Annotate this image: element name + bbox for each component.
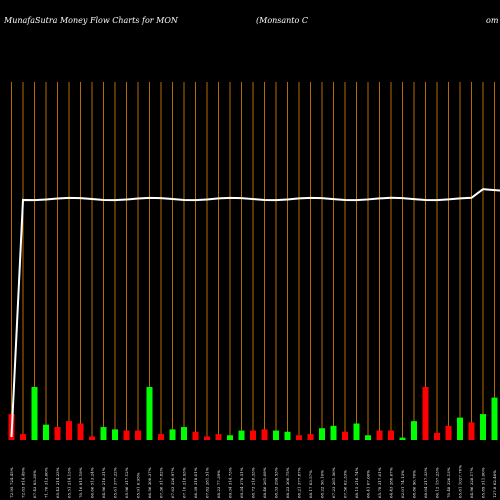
- x-tick-label: 65.51 214.13%: [67, 467, 72, 498]
- x-tick-label: 65.91 6.95%: [136, 472, 141, 498]
- x-tick-label: 65.43 214.23%: [55, 467, 60, 498]
- x-tick-label: 69.34 378.51%: [239, 467, 244, 498]
- x-tick-label: 72.83 814.49%: [21, 467, 26, 498]
- bar: [43, 424, 49, 440]
- bar: [112, 429, 118, 440]
- x-tick-label: 66.41 67.66%: [366, 470, 371, 498]
- x-tick-label: 66.39 318.01%: [193, 467, 198, 498]
- bar: [158, 434, 164, 440]
- bar: [445, 425, 452, 440]
- x-tick-label: 70.48 326.13%: [446, 467, 451, 498]
- bar: [238, 430, 245, 440]
- bar: [468, 422, 475, 440]
- bar: [31, 387, 38, 440]
- x-tick-label: 64.96 328.17%: [469, 467, 474, 498]
- bar: [457, 417, 463, 440]
- bar: [434, 432, 440, 440]
- bar: [388, 430, 394, 440]
- x-tick-label: 67.10 218.93%: [182, 467, 187, 498]
- x-tick-label: 66.56 300.37%: [147, 467, 152, 498]
- bar: [66, 421, 72, 440]
- x-tick-label: 68.15 216.74%: [354, 467, 359, 498]
- bar: [491, 397, 498, 440]
- x-tick-label: 68.17 63.57%: [308, 470, 313, 498]
- bar: [376, 430, 383, 440]
- bar: [480, 414, 486, 440]
- money-flow-line-group: [10, 188, 500, 438]
- x-tick-label: 68.33 299.53%: [274, 467, 279, 498]
- bar: [284, 431, 291, 440]
- bar: [181, 427, 187, 440]
- x-tick-label: 66.66 513.24%: [90, 467, 95, 498]
- bar: [319, 428, 325, 440]
- bar: [399, 437, 406, 440]
- bar: [342, 431, 348, 440]
- bar: [77, 423, 84, 440]
- bar: [250, 430, 256, 440]
- x-tick-label: 67.82 281.51%: [205, 467, 210, 498]
- x-tick-label: 68.86 96.70%: [412, 470, 417, 498]
- bar: [227, 435, 233, 440]
- x-tick-label: 71.76 313.60%: [44, 467, 49, 498]
- x-tick-label: 70.16 815.19%: [78, 467, 83, 498]
- x-axis-labels: 72.95 724.45% 72.83 814.49% 67.43 83.30% 71…: [9, 465, 497, 498]
- bar: [204, 436, 210, 440]
- bar: [169, 429, 176, 440]
- x-tick-label: 69.34 314.73%: [228, 467, 233, 498]
- x-tick-label: 68.22 56.16%: [320, 470, 325, 498]
- x-tick-label: 65.96 317.12%: [124, 467, 129, 498]
- x-tick-label: 127.8 62.46%: [492, 470, 497, 498]
- bar: [135, 430, 141, 440]
- x-tick-label: 65.89 311.00%: [481, 467, 486, 498]
- bar: [192, 431, 199, 440]
- x-tick-label: 68.23 300.75%: [285, 467, 290, 498]
- bar: [20, 434, 26, 440]
- x-tick-label: 62.01 74.13%: [400, 470, 405, 498]
- bar: [353, 423, 360, 440]
- x-tick-label: 64.43 280.67%: [389, 467, 394, 498]
- bar: [215, 434, 222, 440]
- bar: [296, 435, 302, 440]
- bar: [307, 434, 314, 440]
- bar: [123, 430, 130, 440]
- bar: [365, 435, 371, 440]
- x-tick-label: 67.43 83.30%: [32, 470, 37, 498]
- chart-title: MunafaSutra Money Flow Charts for MON: [3, 16, 179, 25]
- x-tick-label: 67.63 326.97%: [170, 467, 175, 498]
- x-tick-label: 68.73 218.33%: [251, 467, 256, 498]
- bar: [89, 436, 95, 440]
- x-tick-label: 67.36 317.82%: [159, 467, 164, 498]
- bar: [146, 387, 153, 440]
- x-tick-label: 67.56 62.33%: [343, 470, 348, 498]
- bar: [100, 427, 107, 440]
- x-tick-label: 68.21 377.87%: [297, 467, 302, 498]
- bars: [8, 387, 498, 440]
- bar: [411, 421, 417, 440]
- x-tick-label: 68.23 77.39%: [216, 470, 221, 498]
- x-tick-label: 65.81 1027.70%: [458, 465, 463, 498]
- bar: [54, 427, 61, 440]
- bar: [273, 430, 279, 440]
- x-tick-label: 68.46 261.09%: [262, 467, 267, 498]
- company-name-overflow: om: [486, 16, 499, 25]
- x-tick-label: 72.95 724.45%: [9, 467, 14, 498]
- money-flow-line: [10, 188, 500, 438]
- bar: [330, 425, 337, 440]
- x-tick-label: 66.12 157.23%: [435, 467, 440, 498]
- bar: [422, 387, 429, 440]
- bar: [261, 429, 268, 440]
- x-tick-label: 68.04 217.33%: [423, 467, 428, 498]
- company-name: (Monsanto C: [256, 16, 308, 25]
- x-tick-label: 64.96 216.31%: [101, 467, 106, 498]
- grid-lines: [11, 82, 495, 440]
- x-tick-label: 67.23 261.56%: [331, 467, 336, 498]
- x-tick-label: 65.78 317.01%: [377, 467, 382, 498]
- x-tick-label: 65.61 377.22%: [113, 467, 118, 498]
